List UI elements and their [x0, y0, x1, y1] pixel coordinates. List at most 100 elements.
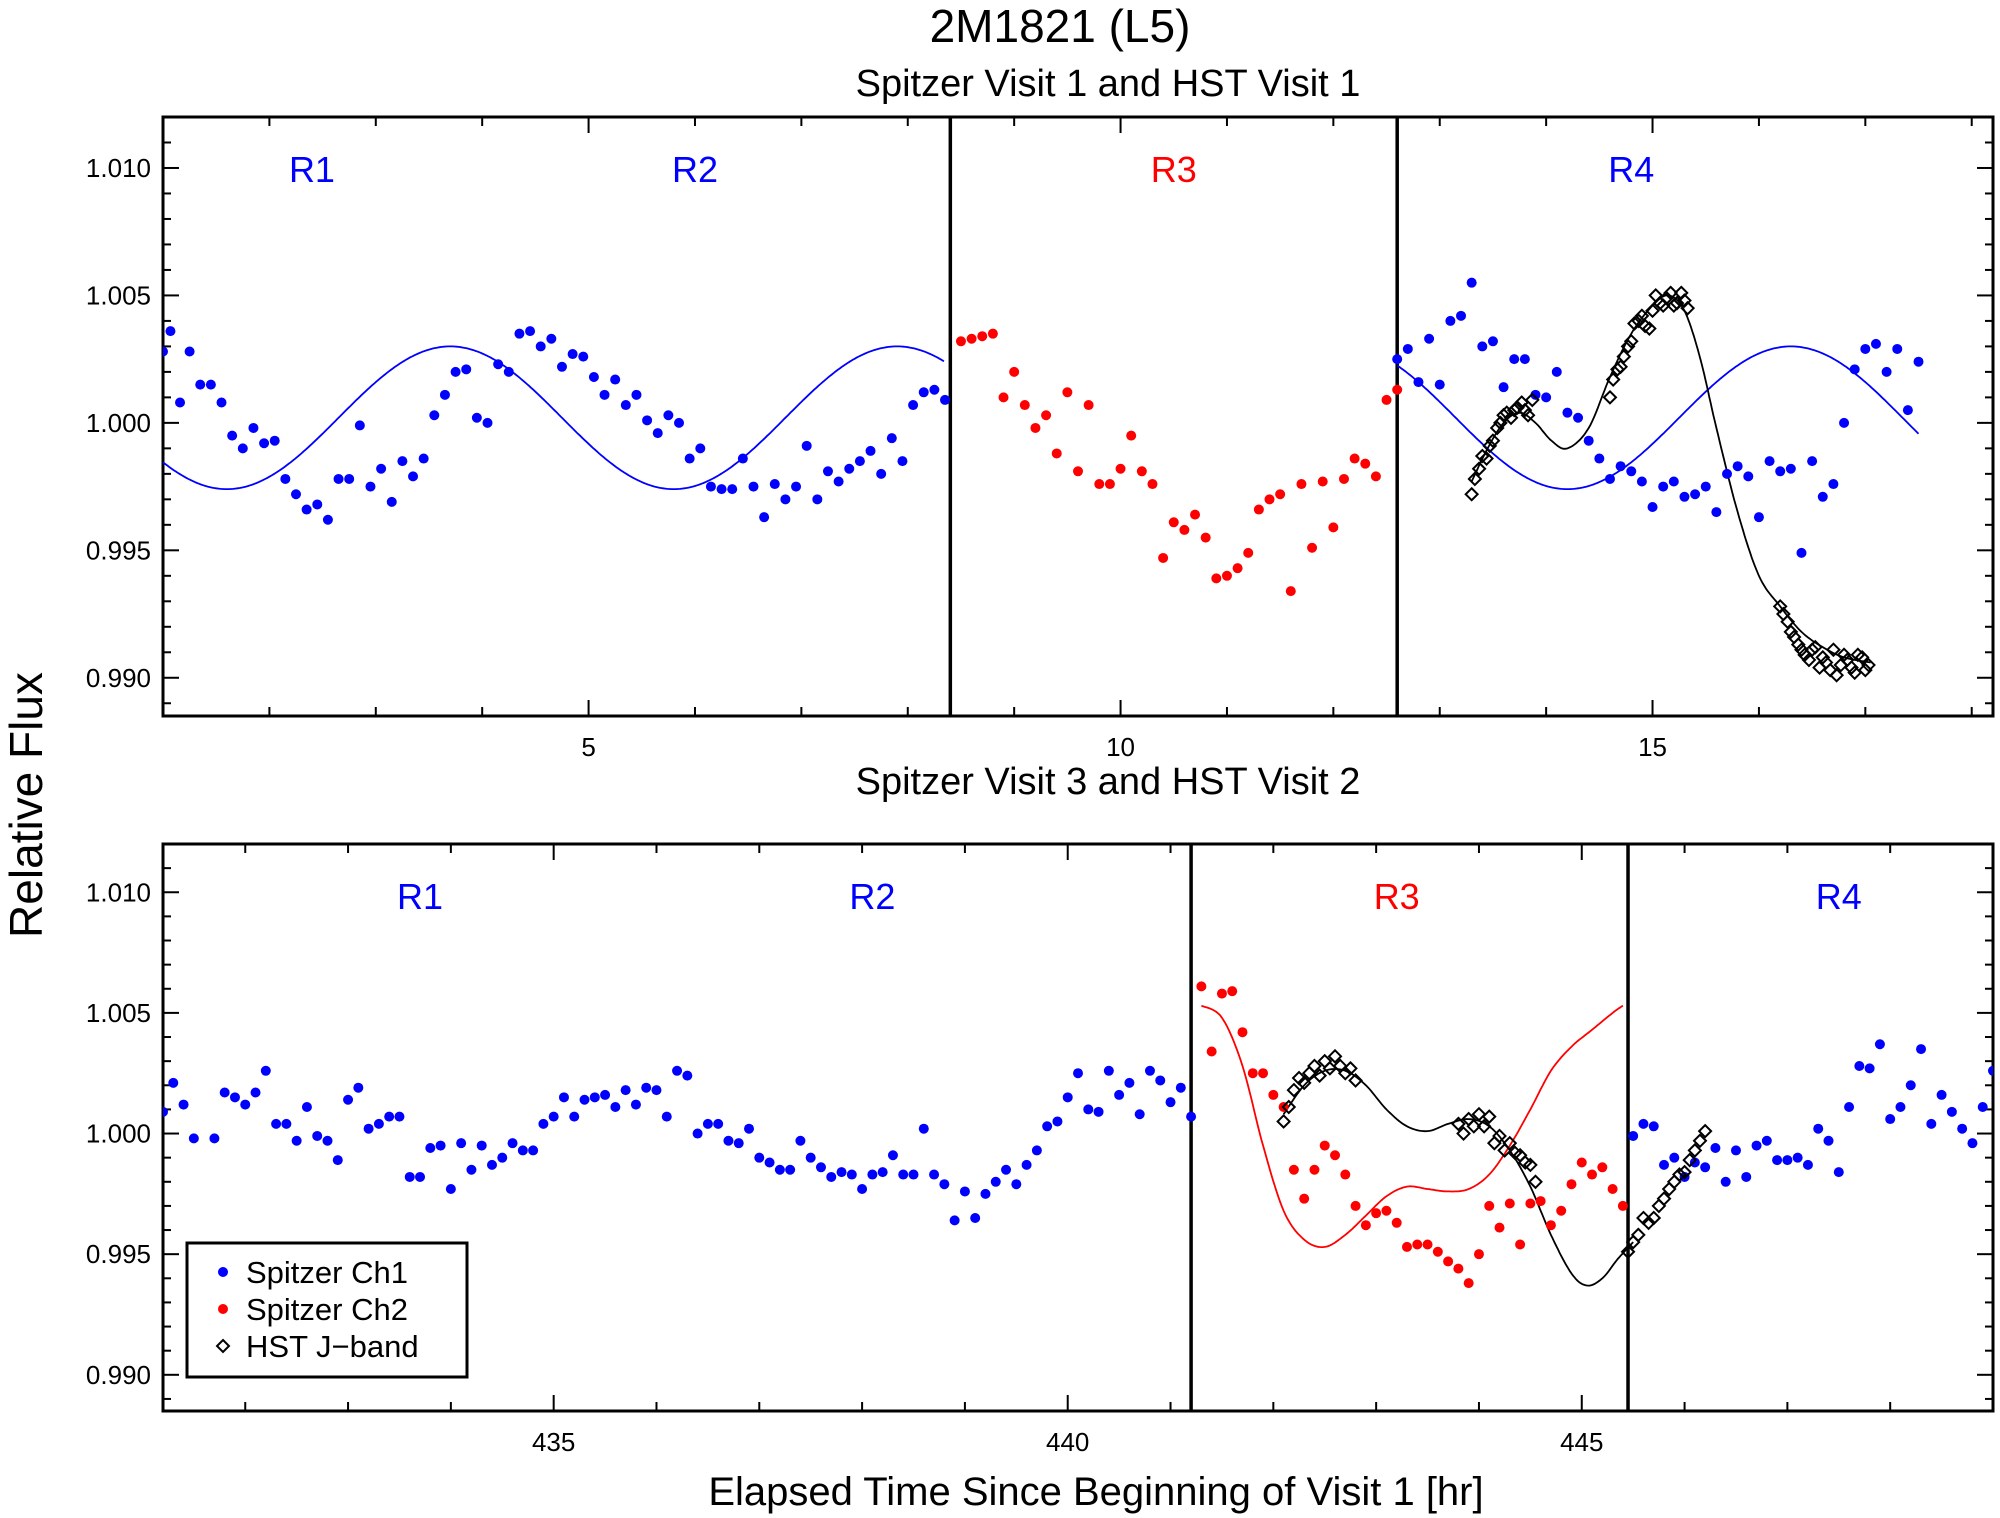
- data-point: [1392, 384, 1403, 395]
- data-point: [795, 1135, 806, 1146]
- data-point: [1482, 438, 1498, 454]
- data-point: [949, 1215, 960, 1226]
- data-point: [373, 1118, 384, 1129]
- data-point: [1573, 412, 1584, 423]
- data-point: [1467, 471, 1483, 487]
- data-point: [1802, 1159, 1813, 1170]
- data-point: [1679, 491, 1690, 502]
- y-tick-label: 1.000: [86, 408, 151, 438]
- data-point: [1669, 295, 1685, 311]
- data-point: [1583, 435, 1594, 446]
- data-point: [631, 389, 642, 400]
- fit-line: [163, 345, 945, 490]
- data-point: [1804, 642, 1820, 658]
- data-point: [1062, 387, 1073, 398]
- data-point: [1227, 986, 1238, 997]
- data-point: [865, 445, 876, 456]
- data-point: [1275, 489, 1286, 500]
- data-point: [1881, 366, 1892, 377]
- data-point: [1484, 1200, 1495, 1211]
- data-point: [826, 1171, 837, 1182]
- data-point: [1677, 1164, 1692, 1180]
- y-tick-label: 1.005: [86, 998, 151, 1028]
- data-point: [1628, 1130, 1639, 1141]
- data-point: [1885, 1114, 1896, 1125]
- data-point: [620, 400, 631, 411]
- data-point: [1466, 1118, 1482, 1134]
- data-point: [1680, 300, 1696, 316]
- x-tick-label: 5: [581, 732, 595, 762]
- data-point: [514, 328, 525, 339]
- data-point: [959, 1186, 970, 1197]
- data-point: [733, 1138, 744, 1149]
- y-tick-label: 0.990: [86, 1360, 151, 1390]
- data-point: [548, 1111, 559, 1122]
- data-point: [1370, 471, 1381, 482]
- data-point: [205, 379, 216, 390]
- data-point: [397, 456, 408, 467]
- data-point: [1186, 1111, 1197, 1122]
- data-point: [769, 479, 780, 490]
- data-point: [588, 371, 599, 382]
- data-point: [1062, 1092, 1073, 1103]
- data-point: [1815, 649, 1831, 665]
- data-point: [1700, 1162, 1711, 1173]
- data-point: [445, 1184, 456, 1195]
- data-point: [301, 1101, 312, 1112]
- data-point: [1905, 1080, 1916, 1091]
- panel-subtitle: Spitzer Visit 3 and HST Visit 2: [856, 761, 1361, 803]
- data-point: [744, 1123, 755, 1134]
- data-point: [1807, 639, 1823, 655]
- data-point: [1434, 379, 1445, 390]
- data-point: [1825, 642, 1841, 658]
- data-point: [1638, 1118, 1649, 1129]
- data-point: [1817, 491, 1828, 502]
- data-point: [1179, 524, 1190, 535]
- data-point: [1836, 647, 1852, 663]
- data-point: [1807, 456, 1818, 467]
- data-point: [569, 1111, 580, 1122]
- data-point: [1913, 356, 1924, 367]
- data-point: [1237, 1027, 1248, 1038]
- data-point: [955, 336, 966, 347]
- data-point: [1828, 479, 1839, 490]
- data-point: [528, 1145, 539, 1156]
- data-point: [1604, 473, 1615, 484]
- data-point: [1463, 1278, 1474, 1289]
- data-point: [1860, 343, 1871, 354]
- data-point: [844, 463, 855, 474]
- data-point: [857, 1184, 868, 1195]
- data-point: [1264, 494, 1275, 505]
- data-point: [702, 1118, 713, 1129]
- data-point: [1530, 389, 1541, 400]
- data-point: [1481, 1109, 1497, 1125]
- data-point: [260, 1065, 271, 1076]
- data-point: [1545, 1220, 1556, 1231]
- data-point: [918, 1123, 929, 1134]
- data-point: [1751, 1140, 1762, 1151]
- data-point: [695, 443, 706, 454]
- data-point: [322, 1135, 333, 1146]
- y-tick-label: 0.990: [86, 663, 151, 693]
- region-label: R4: [1816, 876, 1862, 917]
- data-point: [1042, 1121, 1053, 1132]
- data-point: [188, 1133, 199, 1144]
- data-point: [805, 1152, 816, 1163]
- data-point: [376, 463, 387, 474]
- x-tick-label: 15: [1638, 732, 1667, 762]
- data-point: [1630, 1227, 1646, 1243]
- data-point: [1957, 1123, 1968, 1134]
- data-point: [1496, 407, 1511, 423]
- data-point: [1464, 486, 1480, 502]
- data-point: [1672, 1167, 1687, 1182]
- data-point: [1487, 336, 1498, 347]
- data-point: [1663, 285, 1679, 301]
- data-point: [1009, 366, 1020, 377]
- data-point: [1232, 563, 1243, 574]
- data-point: [1124, 1077, 1135, 1088]
- data-point: [1134, 1109, 1145, 1120]
- data-point: [1528, 1174, 1543, 1190]
- data-point: [1620, 338, 1636, 354]
- data-point: [1636, 476, 1647, 487]
- data-point: [940, 394, 951, 405]
